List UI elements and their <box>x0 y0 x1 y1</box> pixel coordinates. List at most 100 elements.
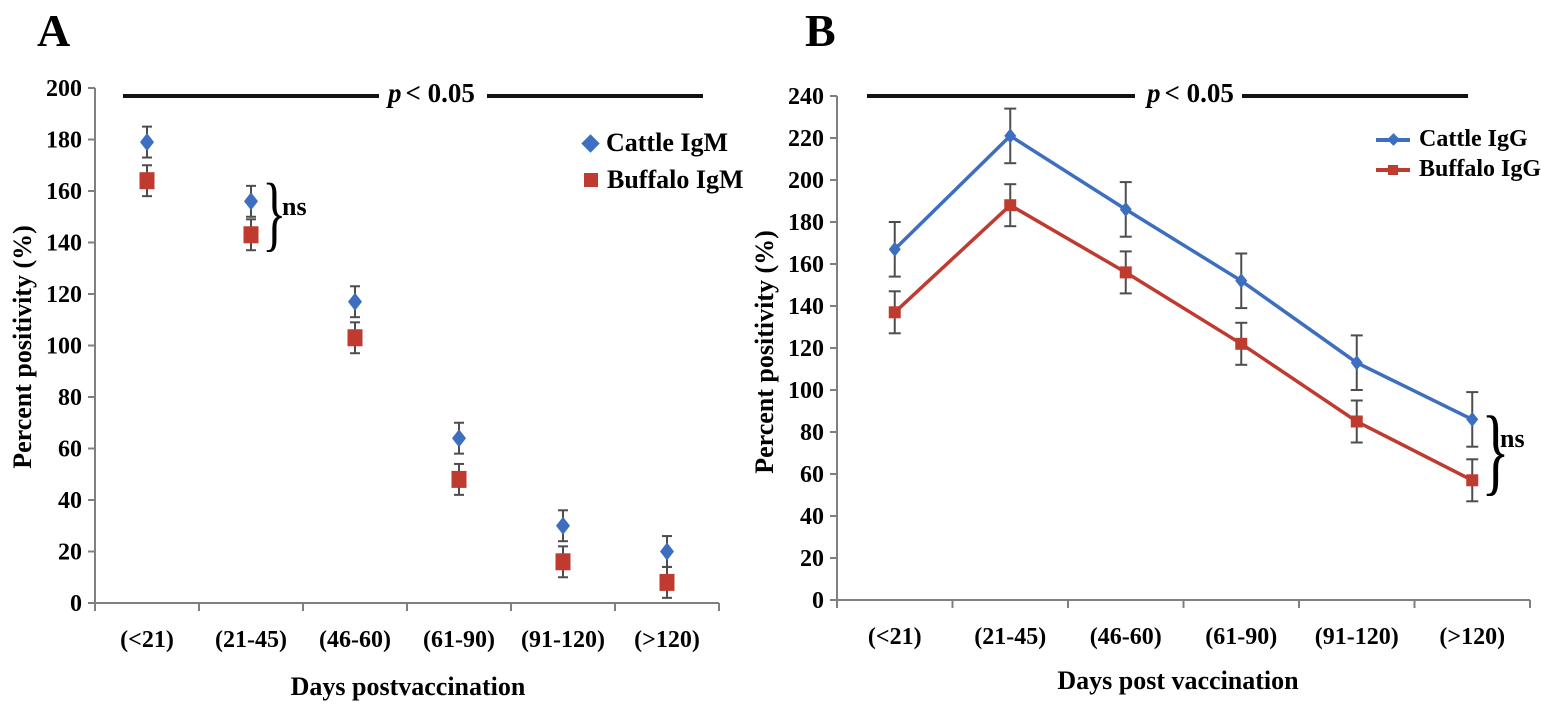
y-tick-label: 140 <box>788 294 824 320</box>
y-tick-label: 20 <box>800 546 824 572</box>
legend-item-cattle-igm: Cattle IgM <box>581 128 744 158</box>
x-tick-label: (91-120) <box>1315 624 1399 650</box>
cattle-igg-marker-icon <box>1376 133 1410 146</box>
legend-item-buffalo-igg: Buffalo IgG <box>1376 156 1541 183</box>
data-point-diamond <box>1466 411 1479 427</box>
legend-label-cattle-igg: Cattle IgG <box>1419 126 1528 152</box>
ns-brace-b: } <box>1481 397 1510 505</box>
buffalo-igg-square-icon <box>1388 164 1398 175</box>
x-tick-label: (<21) <box>120 627 174 653</box>
data-point-square <box>659 573 675 591</box>
y-tick-label: 120 <box>788 336 824 362</box>
ns-label-a: ns <box>282 192 307 221</box>
x-tick-label: (21-45) <box>215 627 287 653</box>
ns-brace-a: } <box>262 167 287 260</box>
x-tick-label: (61-90) <box>1205 624 1277 650</box>
cattle-igm-marker-icon <box>581 133 600 153</box>
x-tick-label: (21-45) <box>974 624 1046 650</box>
panel-a-title: A <box>37 5 71 56</box>
y-tick-label: 160 <box>788 252 824 278</box>
legend-label-buffalo-igm: Buffalo IgM <box>607 165 744 194</box>
y-tick-label: 80 <box>800 420 824 446</box>
data-point-diamond <box>140 133 154 152</box>
data-point-square <box>1466 474 1479 487</box>
x-tick-label: (>120) <box>634 627 700 653</box>
x-tick-label: (46-60) <box>1090 624 1162 650</box>
significance-line-right-b <box>1242 94 1468 98</box>
series-line <box>893 133 1474 421</box>
y-tick-label: 40 <box>800 504 824 530</box>
data-point-diamond <box>888 241 901 257</box>
data-point-diamond <box>660 542 674 561</box>
legend-label-cattle-igm: Cattle IgM <box>606 128 729 157</box>
y-tick-label: 60 <box>58 436 82 462</box>
x-tick-label: (>120) <box>1439 624 1505 650</box>
data-point-diamond <box>452 429 466 448</box>
y-tick-label: 100 <box>46 333 82 359</box>
data-point-square <box>1235 337 1248 350</box>
panel-b-title: B <box>805 5 836 56</box>
legend-b: Cattle IgG Buffalo IgG <box>1376 126 1541 183</box>
series-line <box>893 203 1474 482</box>
legend-item-cattle-igg: Cattle IgG <box>1376 126 1541 153</box>
y-tick-label: 100 <box>788 378 824 404</box>
data-point-diamond <box>1235 273 1248 289</box>
sig-var-b: p <box>1147 78 1161 108</box>
y-tick-label: 180 <box>46 127 82 153</box>
sig-var-a: p <box>388 78 402 108</box>
data-point-square <box>1119 266 1132 279</box>
significance-line-right-a <box>487 94 703 98</box>
y-tick-label: 200 <box>788 168 824 194</box>
y-tick-label: 60 <box>800 462 824 488</box>
data-point-square <box>888 306 901 319</box>
y-tick-label: 200 <box>46 76 82 102</box>
x-tick-label: (<21) <box>868 624 922 650</box>
legend-item-buffalo-igm: Buffalo IgM <box>584 165 744 195</box>
y-tick-label: 160 <box>46 179 82 205</box>
data-point-diamond <box>244 192 258 211</box>
y-axis-label-a: Percent positivity (%) <box>8 225 37 469</box>
data-point-square <box>1004 199 1017 212</box>
data-point-square <box>555 553 571 571</box>
y-tick-label: 40 <box>58 488 82 514</box>
data-point-diamond <box>1004 128 1017 144</box>
ns-label-b: ns <box>1500 424 1525 453</box>
y-tick-label: 240 <box>788 84 824 110</box>
data-point-diamond <box>1119 201 1132 217</box>
data-point-diamond <box>556 516 570 535</box>
x-axis-label-a: Days postvaccination <box>290 672 526 701</box>
buffalo-igg-marker-icon <box>1376 164 1410 175</box>
cattle-igg-diamond-icon <box>1386 133 1400 146</box>
buffalo-igm-marker-icon <box>584 173 598 187</box>
significance-text-a: p < 0.05 <box>388 78 475 109</box>
y-tick-label: 80 <box>58 385 82 411</box>
data-point-square <box>451 470 467 488</box>
sig-rest-b: < 0.05 <box>1164 78 1234 108</box>
data-point-square <box>347 329 363 347</box>
significance-text-b: p < 0.05 <box>1147 78 1234 109</box>
data-point-square <box>1350 415 1363 428</box>
data-point-square <box>243 226 259 244</box>
legend-a: Cattle IgM Buffalo IgM <box>581 128 744 195</box>
significance-line-left-b <box>867 94 1135 98</box>
data-point-diamond <box>348 292 362 311</box>
y-tick-label: 20 <box>58 539 82 565</box>
y-axis-label-b: Percent positivity (%) <box>750 230 779 474</box>
y-tick-label: 0 <box>812 588 824 614</box>
y-tick-label: 120 <box>46 282 82 308</box>
significance-line-left-a <box>123 94 379 98</box>
x-tick-label: (61-90) <box>423 627 495 653</box>
x-tick-label: (46-60) <box>319 627 391 653</box>
y-tick-label: 180 <box>788 210 824 236</box>
y-tick-label: 220 <box>788 126 824 152</box>
sig-rest-a: < 0.05 <box>405 78 475 108</box>
x-axis-label-b: Days post vaccination <box>1057 666 1299 695</box>
data-point-diamond <box>1350 355 1363 371</box>
y-tick-label: 140 <box>46 230 82 256</box>
legend-label-buffalo-igg: Buffalo IgG <box>1419 156 1541 182</box>
x-tick-label: (91-120) <box>521 627 605 653</box>
data-point-square <box>139 172 155 190</box>
y-tick-label: 0 <box>70 591 82 617</box>
